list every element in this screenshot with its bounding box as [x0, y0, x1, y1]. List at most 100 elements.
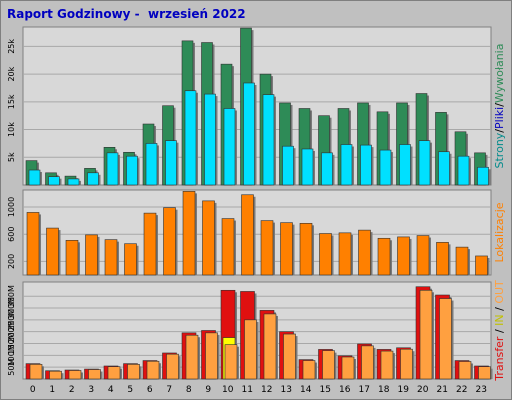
bar-out	[439, 298, 452, 380]
bar-pliki	[243, 82, 255, 186]
bar-lokalizacje	[377, 237, 391, 276]
x-tick-label: 19	[398, 385, 410, 395]
bar-pliki	[28, 169, 41, 186]
legend-part: Pliki	[493, 107, 506, 129]
x-tick-label: 5	[127, 385, 133, 395]
report-title: Raport Godzinowy - wrzesień 2022	[7, 7, 246, 21]
bar-pliki	[223, 108, 236, 186]
bar-out	[205, 332, 218, 380]
legend-part: Transfer	[493, 336, 506, 382]
bar-out	[419, 289, 433, 380]
bar-lokalizacje	[455, 246, 469, 276]
bar-pliki	[321, 152, 333, 186]
panel-1-ytick-label: 10k	[7, 122, 16, 137]
legend-part: OUT	[493, 280, 506, 304]
bar-lokalizacje	[182, 191, 196, 276]
bar-out	[88, 369, 101, 380]
bar-lokalizacje	[319, 233, 332, 276]
bar-lokalizacje	[358, 229, 371, 276]
bar-out	[302, 360, 316, 380]
bar-lokalizacje	[475, 255, 488, 276]
bar-lokalizacje	[397, 236, 410, 276]
bar-out	[107, 366, 121, 380]
x-tick-label: 2	[69, 385, 75, 395]
panel-3-ytick-label: 350M	[7, 285, 16, 307]
bar-out	[478, 366, 491, 380]
bar-lokalizacje	[338, 232, 352, 276]
panel-3-ytick-label: 100M	[7, 344, 16, 366]
panel-2-ytick-label: 200	[7, 254, 16, 269]
bar-lokalizacje	[241, 194, 254, 276]
panel-2-area	[22, 189, 492, 276]
bar-pliki	[106, 152, 119, 186]
x-tick-label: 4	[108, 385, 114, 395]
bar-out	[29, 364, 43, 380]
legend-part: IN	[493, 314, 506, 325]
legend-part: /	[493, 129, 506, 133]
panel-2-legend-label: Lokalizacje	[493, 202, 506, 262]
bar-out	[263, 313, 277, 380]
x-tick-label: 8	[186, 385, 192, 395]
bar-out	[49, 370, 62, 380]
bar-out	[166, 353, 179, 380]
panel-3-legend-label: Transfer / IN / OUT	[493, 280, 506, 382]
bar-pliki	[126, 155, 138, 186]
panel-1-ytick-label: 5k	[7, 152, 16, 162]
x-tick-label: 7	[166, 385, 172, 395]
x-tick-label: 11	[242, 385, 253, 395]
x-tick-label: 10	[222, 385, 234, 395]
bar-out	[68, 370, 82, 380]
x-tick-label: 13	[281, 385, 292, 395]
bar-pliki	[477, 166, 489, 186]
panel-2-ytick-label: 1000	[7, 197, 16, 217]
bar-lokalizacje	[104, 239, 118, 276]
x-tick-label: 9	[205, 385, 211, 395]
bar-pliki	[340, 144, 353, 186]
legend-part: Lokalizacje	[493, 202, 506, 262]
bar-lokalizacje	[124, 243, 137, 276]
x-tick-label: 6	[147, 385, 153, 395]
bar-pliki	[262, 94, 275, 186]
bar-lokalizacje	[163, 207, 176, 276]
bar-pliki	[457, 155, 470, 186]
bar-pliki	[204, 93, 216, 186]
x-tick-label: 15	[320, 385, 331, 395]
legend-part: /	[493, 103, 506, 107]
bar-lokalizacje	[436, 242, 449, 276]
bar-out	[380, 350, 394, 380]
bar-out	[224, 344, 238, 380]
bar-lokalizacje	[46, 227, 59, 276]
legend-part: Wywołania	[493, 44, 506, 104]
x-tick-label: 16	[339, 385, 351, 395]
bar-lokalizacje	[202, 200, 215, 276]
panel-1-area	[22, 26, 492, 186]
bar-out	[127, 364, 140, 380]
x-tick-label: 18	[378, 385, 390, 395]
bar-pliki	[301, 148, 314, 186]
panel-2-ytick-label: 600	[7, 227, 16, 242]
x-tick-label: 22	[456, 385, 467, 395]
panel-3-ytick-label: 50M	[7, 359, 16, 376]
panel-1-ytick-label: 20k	[7, 66, 16, 81]
bar-lokalizacje	[416, 235, 430, 276]
x-tick-label: 1	[49, 385, 55, 395]
bar-lokalizacje	[221, 218, 235, 276]
bar-pliki	[282, 145, 294, 186]
bar-lokalizacje	[143, 212, 157, 276]
bar-pliki	[87, 172, 99, 186]
panel-3-ytick-label: 150M	[7, 332, 16, 354]
bar-out	[322, 350, 335, 380]
bar-out	[341, 356, 355, 380]
x-tick-label: 21	[437, 385, 448, 395]
bar-lokalizacje	[260, 220, 274, 276]
bar-out	[185, 334, 199, 380]
panel-1-legend-label: Strony/Pliki/Wywołania	[493, 44, 506, 169]
bar-pliki	[48, 176, 60, 186]
bar-lokalizacje	[280, 222, 293, 276]
bar-out	[283, 333, 296, 380]
legend-part: /	[493, 326, 506, 337]
x-tick-label: 23	[476, 385, 487, 395]
panel-1-ytick-label: 25k	[7, 39, 16, 54]
bar-lokalizacje	[299, 223, 313, 276]
